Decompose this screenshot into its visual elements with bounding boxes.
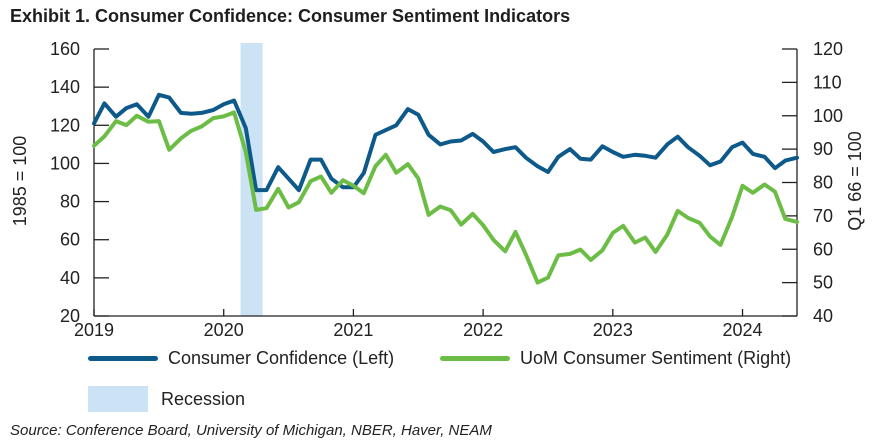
y-tick-left-label: 100 xyxy=(50,153,80,173)
y-tick-right-label: 100 xyxy=(813,106,843,126)
y-tick-left-label: 120 xyxy=(50,115,80,135)
y-axis-left-label: 1985 = 100 xyxy=(10,136,30,227)
source-note: Source: Conference Board, University of … xyxy=(10,422,492,439)
legend-sentiment: UoM Consumer Sentiment (Right) xyxy=(440,348,791,369)
legend-confidence-label: Consumer Confidence (Left) xyxy=(168,348,395,368)
series-line-consumer-confidence xyxy=(92,92,799,193)
y-tick-left-label: 160 xyxy=(50,39,80,59)
y-tick-left-label: 40 xyxy=(60,268,80,288)
y-tick-right-label: 50 xyxy=(813,273,833,293)
y-tick-right-label: 120 xyxy=(813,39,843,59)
legend-sentiment-label: UoM Consumer Sentiment (Right) xyxy=(520,348,792,368)
y-tick-right-label: 40 xyxy=(813,306,833,326)
y-tick-left-label: 20 xyxy=(60,306,80,326)
y-tick-left-label: 60 xyxy=(60,230,80,250)
y-tick-right-label: 110 xyxy=(813,72,842,92)
y-tick-right-label: 80 xyxy=(813,173,833,193)
legend-recession-swatch xyxy=(88,386,148,412)
y-tick-right-label: 90 xyxy=(813,139,833,159)
chart-title: Exhibit 1. Consumer Confidence: Consumer… xyxy=(10,6,571,26)
series-line-uom-sentiment xyxy=(92,110,799,285)
legend-recession: Recession xyxy=(88,386,245,412)
y-tick-left-label: 140 xyxy=(50,77,80,97)
y-axis-right-label: Q1 66 = 100 xyxy=(845,131,865,231)
x-tick-label: 2020 xyxy=(204,320,244,340)
legend-confidence-swatch xyxy=(88,356,158,361)
legend-sentiment-swatch xyxy=(440,356,510,361)
y-tick-right-label: 60 xyxy=(813,239,833,259)
series-layer xyxy=(92,92,799,285)
y-tick-left-label: 80 xyxy=(60,192,80,212)
legend-confidence: Consumer Confidence (Left) xyxy=(88,348,394,369)
x-tick-label: 2021 xyxy=(333,320,373,340)
y-tick-right-label: 70 xyxy=(813,206,833,226)
x-tick-label: 2022 xyxy=(463,320,503,340)
x-tick-label: 2019 xyxy=(74,320,114,340)
legend-recession-label: Recession xyxy=(161,388,246,409)
x-tick-label: 2024 xyxy=(723,320,763,340)
axes-layer: 20 40 60 80 100 120 140 160 40 50 60 70 80 90 100 110 12… xyxy=(50,39,843,340)
x-tick-label: 2023 xyxy=(593,320,633,340)
